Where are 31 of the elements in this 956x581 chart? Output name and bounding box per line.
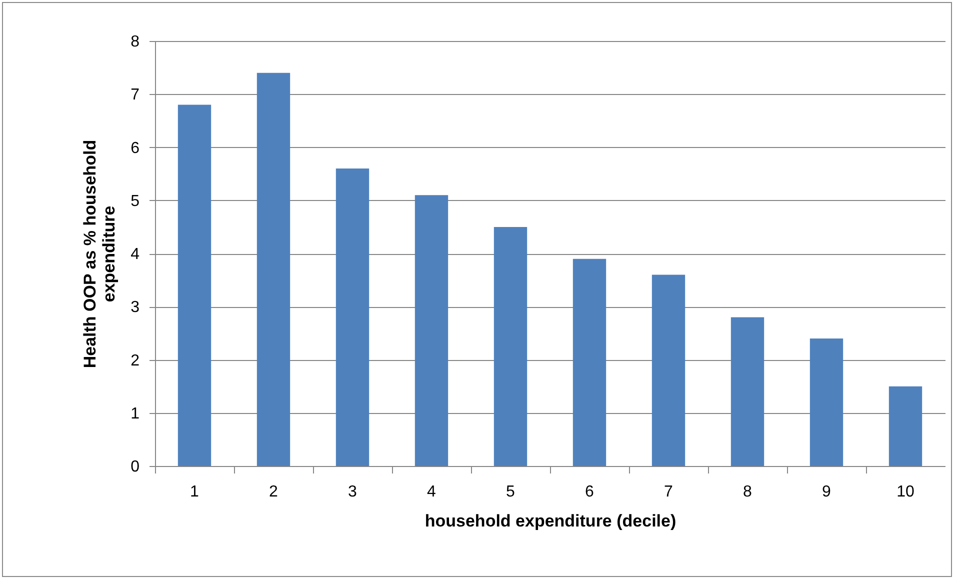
bar xyxy=(414,195,448,466)
x-tick-label: 6 xyxy=(585,484,594,500)
x-tick-label: 5 xyxy=(506,484,516,500)
x-tick-label: 4 xyxy=(427,484,436,500)
bar xyxy=(810,338,844,466)
y-tick-label: 4 xyxy=(130,246,140,263)
x-tick-label: 8 xyxy=(743,484,752,500)
y-tick-label: 8 xyxy=(130,34,140,50)
bar xyxy=(572,258,606,466)
bar xyxy=(494,226,528,466)
y-tick-label: 7 xyxy=(130,86,140,104)
bar xyxy=(336,168,370,466)
x-tick-label: 3 xyxy=(348,484,358,500)
bar xyxy=(178,104,212,466)
x-tick-label: 1 xyxy=(190,484,200,500)
y-tick-label: 5 xyxy=(130,192,140,210)
bar xyxy=(652,274,686,466)
x-tick-label: 10 xyxy=(896,484,914,500)
y-tick-label: 3 xyxy=(130,299,140,316)
y-tick-label: 0 xyxy=(130,458,140,476)
y-axis-title: Health OOP as % household expenditure xyxy=(80,140,119,368)
y-tick-label: 2 xyxy=(130,352,140,370)
bar xyxy=(888,386,922,466)
x-tick-label: 2 xyxy=(269,484,278,500)
y-tick-label: 6 xyxy=(130,140,140,157)
x-axis-title: household expenditure (decile) xyxy=(424,512,676,530)
y-tick-label: 1 xyxy=(130,405,140,422)
x-tick-label: 9 xyxy=(822,484,832,500)
x-tick-label: 7 xyxy=(664,484,674,500)
bar xyxy=(730,317,764,466)
bar xyxy=(256,72,290,466)
